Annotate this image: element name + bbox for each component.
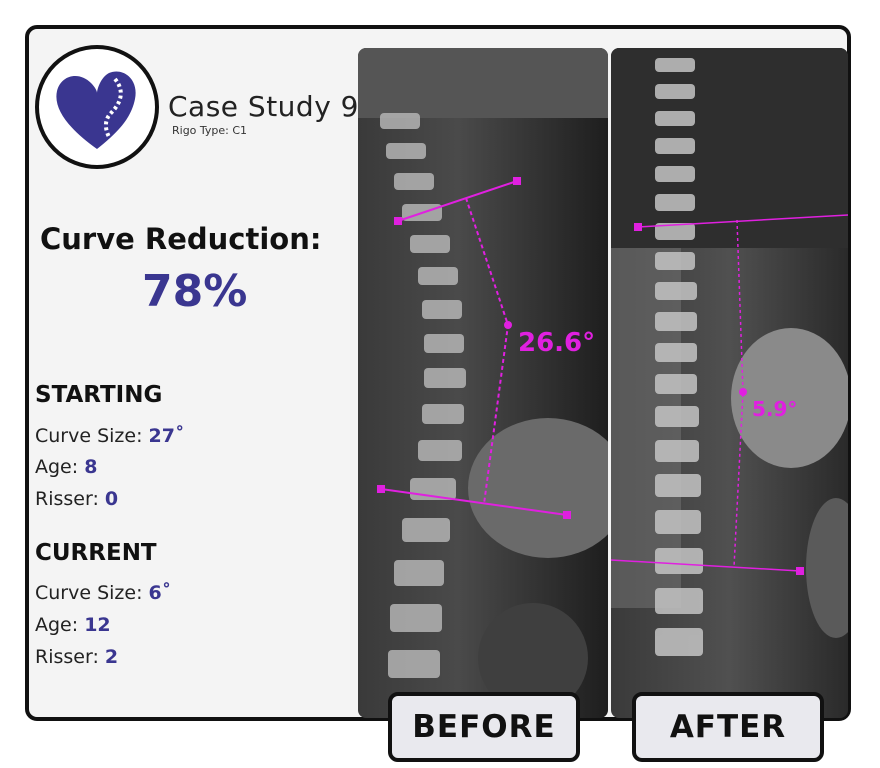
starting-curve-size: Curve Size: 27˚ bbox=[35, 425, 185, 447]
starting-heading: STARTING bbox=[35, 382, 163, 408]
starting-age: Age: 8 bbox=[35, 456, 98, 478]
after-angle-label: 5.9° bbox=[752, 397, 798, 421]
before-xray-image bbox=[358, 48, 608, 718]
curve-reduction-value: 78% bbox=[142, 266, 248, 317]
current-heading: CURRENT bbox=[35, 540, 157, 566]
heart-spine-icon bbox=[35, 45, 159, 169]
rigo-type: Rigo Type: C1 bbox=[172, 124, 248, 137]
starting-risser: Risser: 0 bbox=[35, 488, 119, 510]
case-title: Case Study 9 bbox=[168, 90, 359, 123]
current-age: Age: 12 bbox=[35, 614, 111, 636]
current-curve-size: Curve Size: 6˚ bbox=[35, 582, 172, 604]
before-angle-label: 26.6° bbox=[518, 328, 596, 358]
current-risser: Risser: 2 bbox=[35, 646, 119, 668]
before-button[interactable]: BEFORE bbox=[388, 692, 580, 762]
after-button[interactable]: AFTER bbox=[632, 692, 824, 762]
after-xray-image bbox=[611, 48, 848, 718]
curve-reduction-label: Curve Reduction: bbox=[40, 222, 322, 256]
